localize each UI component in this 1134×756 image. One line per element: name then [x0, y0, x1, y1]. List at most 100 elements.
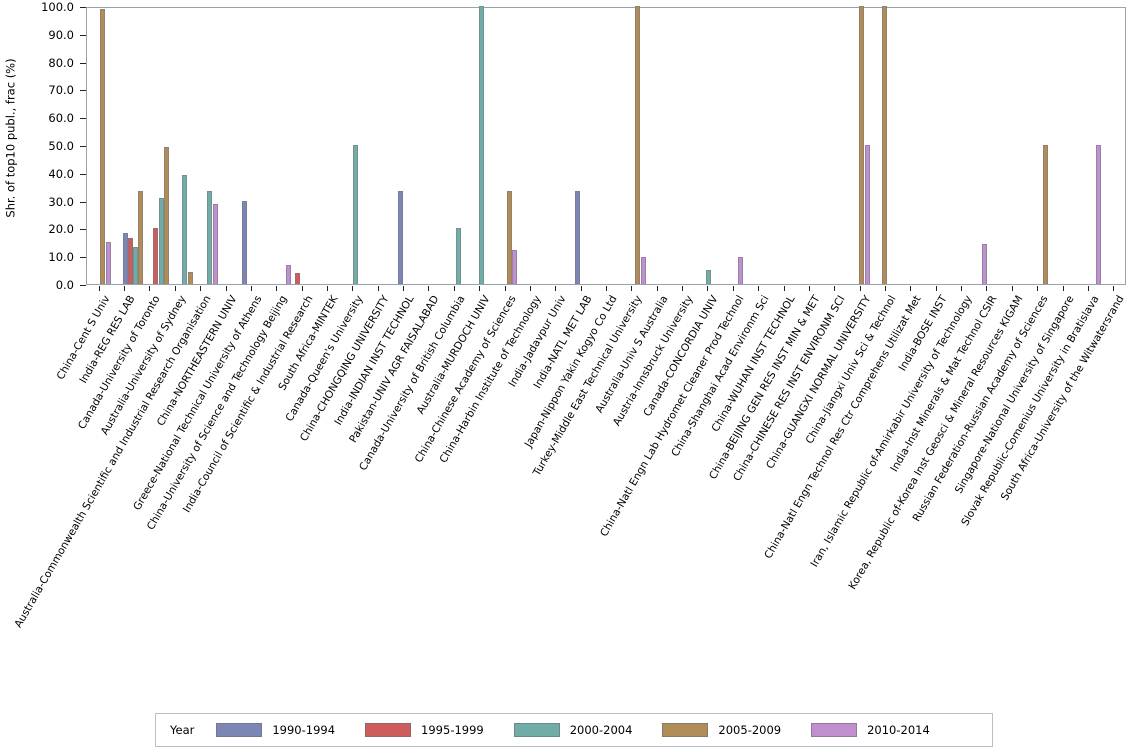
legend-swatch: [365, 723, 412, 737]
bar: [188, 272, 193, 284]
y-tick-mark: [80, 173, 86, 175]
x-tick-mark: [885, 286, 887, 291]
bar: [164, 146, 169, 284]
y-tick-label: 0.0: [55, 278, 74, 292]
x-tick-mark: [98, 286, 100, 291]
x-tick-mark: [682, 286, 684, 291]
x-tick-mark: [580, 286, 582, 291]
x-tick-mark: [225, 286, 227, 291]
y-tick-mark: [80, 257, 86, 259]
legend-label: 1995-1999: [421, 723, 484, 737]
bar: [512, 249, 517, 284]
bar: [507, 191, 512, 284]
x-tick-mark: [707, 286, 709, 291]
x-tick-mark: [276, 286, 278, 291]
legend-label: 2005-2009: [718, 723, 782, 737]
bar: [295, 272, 300, 284]
legend: Year 1990-1994 1995-1999 2000-2004 2005-200…: [155, 713, 993, 747]
legend-entry[interactable]: 2000-2004: [513, 723, 633, 737]
x-tick-mark: [301, 286, 303, 291]
x-tick-mark: [352, 286, 354, 291]
x-tick-mark: [1062, 286, 1064, 291]
bar: [133, 247, 138, 284]
legend-label: 2010-2014: [867, 723, 930, 737]
y-tick-mark: [80, 285, 86, 286]
x-tick-mark: [606, 286, 607, 291]
bar: [641, 257, 646, 284]
legend-entry[interactable]: 2005-2009: [662, 723, 781, 737]
x-tick-mark: [1087, 286, 1089, 291]
x-tick-mark: [377, 286, 379, 291]
x-tick-mark: [555, 286, 557, 291]
bar: [213, 203, 218, 284]
legend-entry[interactable]: 2010-2014: [811, 723, 930, 737]
x-tick-mark: [783, 286, 785, 291]
bar: [138, 191, 143, 284]
legend-entry[interactable]: 1990-1994: [216, 723, 335, 737]
bar: [353, 145, 358, 284]
bar: [738, 257, 743, 284]
x-tick-mark: [326, 286, 328, 291]
y-tick-mark: [80, 201, 86, 203]
x-axis-tick-labels: China-Cent S Univ India-REG RES LAB Canada…: [13, 294, 1127, 630]
bar: [706, 270, 711, 284]
x-tick-mark: [504, 286, 506, 291]
bar: [479, 6, 484, 284]
legend-swatch: [662, 723, 709, 737]
y-tick-label: 90.0: [48, 27, 74, 42]
bar: [100, 8, 105, 284]
bar: [982, 244, 987, 284]
y-tick-mark: [80, 118, 86, 120]
bar: [456, 228, 461, 284]
x-tick-mark: [453, 286, 455, 291]
y-tick-label: 70.0: [48, 83, 74, 98]
x-tick-mark: [1011, 286, 1013, 291]
legend-swatch: [513, 723, 560, 737]
bar: [123, 233, 128, 284]
y-tick-label: 100.0: [41, 0, 74, 14]
x-tick-mark: [479, 286, 481, 291]
x-tick-mark: [834, 286, 836, 291]
x-tick-mark: [910, 286, 912, 291]
y-tick-label: 20.0: [48, 222, 74, 237]
y-tick-label: 80.0: [48, 55, 74, 70]
legend-title: Year: [170, 723, 195, 737]
legend-entry[interactable]: 1995-1999: [365, 723, 484, 737]
x-tick-mark: [1037, 286, 1039, 291]
x-tick-mark: [859, 286, 861, 291]
x-tick-mark: [961, 286, 963, 291]
legend-label: 1990-1994: [272, 723, 336, 737]
x-tick-mark: [174, 286, 176, 291]
bar: [153, 228, 158, 284]
bar: [635, 6, 640, 284]
legend-label: 2000-2004: [569, 723, 633, 737]
y-tick-label: 10.0: [48, 250, 74, 265]
y-tick-mark: [80, 7, 86, 8]
x-tick-mark: [656, 286, 658, 291]
x-tick-mark: [935, 286, 937, 291]
bar: [106, 242, 111, 284]
x-tick-mark: [124, 286, 126, 291]
bar: [159, 198, 164, 284]
bar: [882, 6, 887, 284]
x-tick-mark: [149, 286, 151, 291]
x-tick-mark: [758, 286, 760, 291]
y-tick-mark: [80, 34, 86, 36]
bar: [1043, 145, 1048, 284]
x-tick-mark: [200, 286, 202, 291]
x-tick-mark: [986, 286, 988, 291]
legend-swatch: [811, 723, 858, 737]
legend-swatch: [216, 723, 263, 737]
bar: [182, 174, 187, 284]
plot-area: [86, 6, 1126, 285]
x-tick-mark: [428, 286, 430, 291]
y-tick-label: 40.0: [48, 166, 74, 181]
y-tick-mark: [80, 229, 86, 231]
x-tick-mark: [403, 286, 405, 291]
x-tick-mark: [250, 286, 252, 291]
x-tick-mark: [529, 286, 531, 291]
bar: [575, 191, 580, 284]
y-tick-label: 50.0: [48, 139, 74, 153]
y-tick-mark: [80, 90, 86, 92]
bar: [398, 191, 403, 284]
